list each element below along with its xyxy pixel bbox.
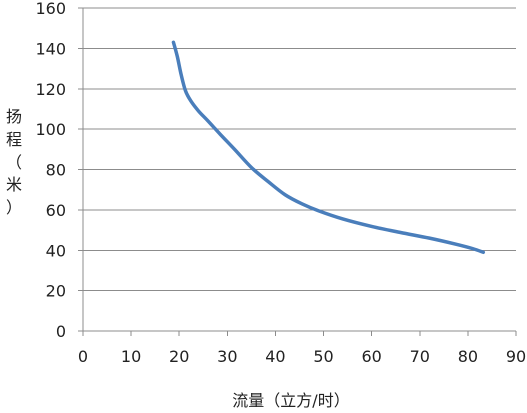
x-tick-label: 90 xyxy=(506,347,526,366)
x-tick-label: 30 xyxy=(217,347,237,366)
y-tick-label: 80 xyxy=(46,161,66,180)
x-tick-label: 50 xyxy=(313,347,333,366)
y-tick-labels: 0 20 40 60 80 100 120 140 160 xyxy=(35,0,66,341)
y-axis-title-char: （ xyxy=(6,153,22,172)
y-axis-title-char: 扬 xyxy=(6,107,22,126)
x-tick-label: 60 xyxy=(361,347,381,366)
y-axis-title-char: 程 xyxy=(6,130,22,149)
x-tick-label: 10 xyxy=(121,347,141,366)
y-tick-label: 40 xyxy=(46,241,66,260)
x-tick-label: 0 xyxy=(78,347,88,366)
y-axis-title-char: 米 xyxy=(6,175,22,194)
y-tick-label: 140 xyxy=(35,39,66,58)
y-tick-label: 60 xyxy=(46,201,66,220)
x-tick-label: 40 xyxy=(265,347,285,366)
gridlines xyxy=(83,7,516,292)
y-axis-title-char: ） xyxy=(6,198,22,217)
y-axis-title: 扬程 （ 米 ） xyxy=(6,107,22,217)
y-tick-label: 120 xyxy=(35,80,66,99)
x-tick-labels: 0 10 20 30 40 50 60 70 80 90 xyxy=(78,347,526,366)
y-tick-label: 100 xyxy=(35,120,66,139)
x-axis-title: 流量（立方/时） xyxy=(232,391,349,409)
y-tick-label: 160 xyxy=(35,0,66,18)
x-tick-label: 20 xyxy=(169,347,189,366)
series-layer xyxy=(171,40,486,255)
y-tick-label: 0 xyxy=(56,322,66,341)
axes xyxy=(78,7,517,336)
x-tick-label: 70 xyxy=(410,347,430,366)
y-tick-label: 20 xyxy=(46,282,66,301)
series-line-0 xyxy=(171,40,486,255)
x-tick-label: 80 xyxy=(458,347,478,366)
